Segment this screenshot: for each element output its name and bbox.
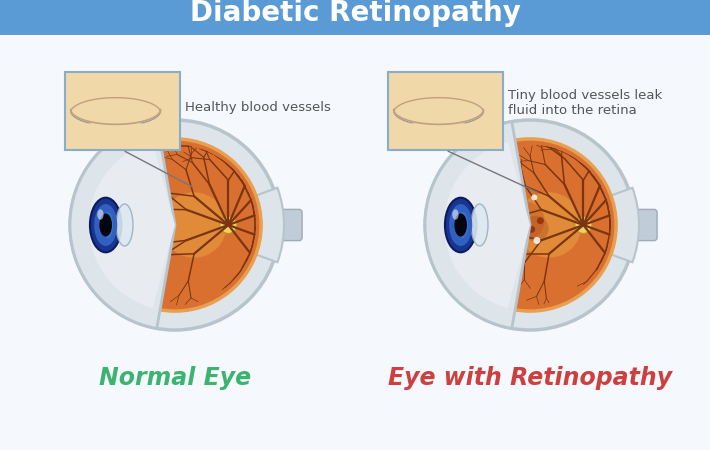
Ellipse shape xyxy=(99,213,112,237)
Ellipse shape xyxy=(97,209,104,220)
Circle shape xyxy=(533,237,540,244)
Wedge shape xyxy=(89,142,175,308)
Ellipse shape xyxy=(94,204,117,246)
Polygon shape xyxy=(71,98,160,127)
FancyBboxPatch shape xyxy=(388,72,503,150)
Polygon shape xyxy=(394,94,484,124)
Circle shape xyxy=(423,95,454,126)
Text: Eye with Retinopathy: Eye with Retinopathy xyxy=(388,366,672,390)
Text: Healthy blood vessels: Healthy blood vessels xyxy=(185,101,331,113)
Ellipse shape xyxy=(457,212,468,238)
Ellipse shape xyxy=(394,96,484,126)
Circle shape xyxy=(518,254,525,262)
Polygon shape xyxy=(71,94,160,124)
FancyBboxPatch shape xyxy=(273,209,302,241)
Text: Normal Eye: Normal Eye xyxy=(99,366,251,390)
Circle shape xyxy=(70,120,280,330)
Circle shape xyxy=(109,105,122,117)
Ellipse shape xyxy=(452,209,459,220)
Ellipse shape xyxy=(449,204,472,246)
Circle shape xyxy=(531,194,537,200)
Circle shape xyxy=(523,216,549,242)
Wedge shape xyxy=(175,188,284,262)
Circle shape xyxy=(503,195,514,207)
Circle shape xyxy=(89,139,261,311)
Ellipse shape xyxy=(71,96,160,126)
Polygon shape xyxy=(394,98,484,127)
Wedge shape xyxy=(425,122,530,328)
FancyBboxPatch shape xyxy=(65,72,180,150)
Circle shape xyxy=(507,202,545,240)
Text: Diabetic Retinopathy: Diabetic Retinopathy xyxy=(190,0,520,27)
Circle shape xyxy=(444,139,616,311)
Ellipse shape xyxy=(454,213,467,237)
Circle shape xyxy=(537,217,544,224)
FancyBboxPatch shape xyxy=(628,209,657,241)
Wedge shape xyxy=(530,188,639,262)
Circle shape xyxy=(434,106,439,110)
Circle shape xyxy=(575,216,592,234)
Ellipse shape xyxy=(471,204,488,246)
Bar xyxy=(0,0,710,35)
Wedge shape xyxy=(444,142,530,308)
Circle shape xyxy=(111,106,116,110)
Circle shape xyxy=(105,100,126,122)
Text: Tiny blood vessels leak
fluid into the retina: Tiny blood vessels leak fluid into the r… xyxy=(508,89,662,117)
Circle shape xyxy=(491,229,500,238)
Circle shape xyxy=(432,105,444,117)
Circle shape xyxy=(220,216,237,234)
Ellipse shape xyxy=(90,198,121,252)
Ellipse shape xyxy=(445,198,476,252)
Circle shape xyxy=(516,192,581,258)
Circle shape xyxy=(513,204,520,212)
Circle shape xyxy=(428,100,449,122)
Circle shape xyxy=(425,120,635,330)
Circle shape xyxy=(100,95,131,126)
Circle shape xyxy=(528,226,535,233)
Ellipse shape xyxy=(116,204,133,246)
Circle shape xyxy=(161,192,226,258)
Ellipse shape xyxy=(102,212,113,238)
Wedge shape xyxy=(70,122,175,328)
Circle shape xyxy=(522,213,529,220)
